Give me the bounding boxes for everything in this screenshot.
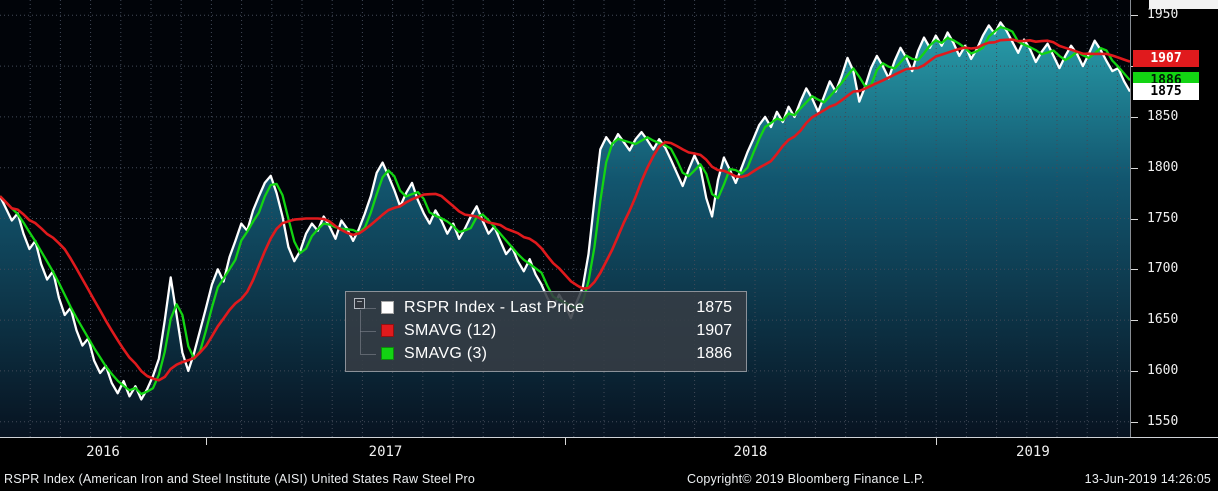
y-axis-tick (1131, 167, 1138, 169)
legend-series-label: SMAVG (3) (404, 344, 488, 362)
series-color-swatch (381, 347, 394, 360)
x-axis-year-tick (935, 438, 937, 445)
y-axis-label: 1700 (1147, 261, 1179, 277)
y-axis-price-badge: 1907 (1133, 50, 1199, 68)
x-axis: 2016 2017 2018 2019 (0, 437, 1218, 468)
legend-row: SMAVG (12) 1907 (346, 319, 746, 342)
status-bar: RSPR Index (American Iron and Steel Inst… (0, 468, 1218, 491)
x-axis-year-label: 2016 (86, 444, 120, 460)
x-axis-year-tick (206, 438, 207, 445)
legend-series-label: SMAVG (12) (404, 321, 497, 339)
legend-rows: RSPR Index - Last Price 1875 SMAVG (12) 190… (346, 296, 746, 365)
x-axis-year-label: 2017 (368, 444, 403, 460)
instrument-description: RSPR Index (American Iron and Steel Inst… (4, 472, 476, 486)
area-fill (0, 22, 1130, 437)
series-color-swatch (381, 301, 394, 314)
legend-series-value: 1907 (696, 321, 732, 339)
legend-series-value: 1886 (696, 344, 732, 362)
axis-scrollbar-top[interactable] (1149, 0, 1218, 9)
y-axis-tick (1131, 218, 1138, 220)
legend-row: SMAVG (3) 1886 (346, 342, 746, 365)
y-axis-label: 1800 (1147, 159, 1179, 175)
copyright-text: Copyright© 2019 Bloomberg Finance L.P. (687, 472, 925, 486)
chart-legend[interactable]: − RSPR Index - Last Price 1875 SMAVG (12) 1… (345, 291, 747, 372)
y-axis-tick (1131, 421, 1138, 423)
y-axis-tick (1131, 15, 1138, 17)
y-axis: 1950 1850 1800 1750 1700 1650 1600 1550 1907 1886… (1130, 0, 1218, 437)
y-axis-tick (1131, 320, 1138, 322)
legend-series-value: 1875 (696, 298, 732, 316)
y-axis-label: 1950 (1147, 7, 1179, 23)
y-axis-label: 1550 (1147, 413, 1179, 429)
series-color-swatch (381, 324, 394, 337)
y-axis-tick (1131, 116, 1138, 118)
x-axis-year-label: 2019 (1016, 444, 1050, 460)
legend-tree-line (360, 310, 361, 354)
smavg-12-line (0, 38, 1130, 382)
legend-row: RSPR Index - Last Price 1875 (346, 296, 746, 319)
x-axis-year-label: 2018 (733, 444, 768, 460)
y-axis-label: 1850 (1147, 108, 1179, 124)
y-axis-tick (1131, 269, 1138, 271)
y-axis-label: 1750 (1147, 210, 1179, 226)
timestamp: 13-Jun-2019 14:26:05 (1084, 472, 1211, 486)
y-axis-label: 1650 (1147, 312, 1179, 328)
legend-collapse-icon[interactable]: − (354, 298, 365, 309)
y-axis-tick (1131, 370, 1138, 372)
y-axis-price-badge: 1875 (1133, 83, 1199, 100)
y-axis-label: 1600 (1147, 362, 1179, 378)
legend-series-label: RSPR Index - Last Price (404, 298, 585, 316)
x-axis-year-tick (565, 438, 566, 445)
